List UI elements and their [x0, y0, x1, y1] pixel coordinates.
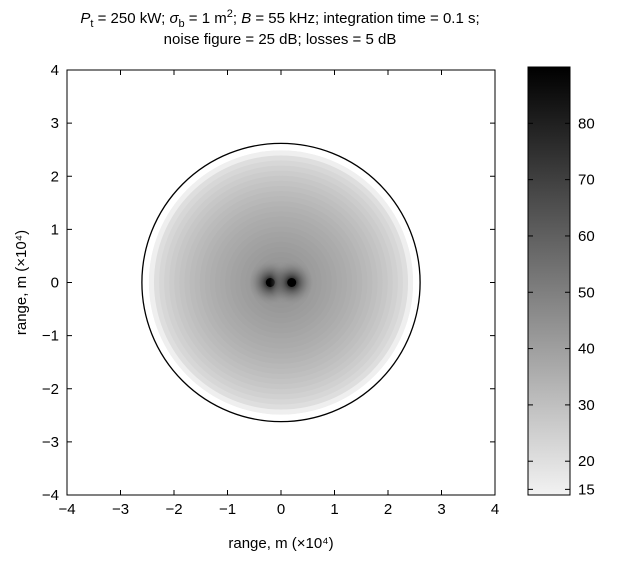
x-tick-label: −3	[112, 501, 129, 518]
colorbar-tick-label: 20	[578, 453, 595, 470]
y-tick-label: −3	[42, 434, 59, 451]
y-tick-label: 2	[51, 168, 59, 185]
colorbar: 15 20 30 40 50 60 70 80	[527, 66, 595, 498]
x-tick-label: −1	[219, 501, 236, 518]
colorbar-tick-label: 15	[578, 481, 595, 498]
x-tick-label: 0	[277, 501, 285, 518]
colorbar-tick-label: 80	[578, 115, 595, 132]
colorbar-tick-label: 60	[578, 228, 595, 245]
colorbar-tick-label: 30	[578, 397, 595, 414]
detection-boundary-circle	[141, 142, 421, 423]
colorbar-tick-label: 40	[578, 341, 595, 358]
x-tick-label: 4	[491, 501, 499, 518]
y-tick-label: 4	[51, 62, 59, 79]
y-tick-label: −2	[42, 381, 59, 398]
x-axis-label: range, m (×10⁴)	[228, 535, 333, 552]
plot-area: −4−4 −3 −3 −2 −2 −1 −1 0 0 1 1 2 2 3 3 4 4	[42, 62, 499, 518]
y-tick-label: 3	[51, 115, 59, 132]
x-tick-label: 3	[437, 501, 445, 518]
y-tick-label: −1	[42, 328, 59, 345]
y-tick-label: 0	[51, 275, 59, 292]
detection-disk	[148, 150, 414, 415]
y-tick-label: 1	[51, 221, 59, 238]
y-axis-label: range, m (×10⁴)	[13, 230, 30, 335]
y-tick-label: −4	[42, 487, 59, 504]
x-tick-label: −4	[58, 501, 75, 518]
chart-title-line-1: Pt = 250 kW; σb = 1 m2; B = 55 kHz; inte…	[80, 8, 480, 30]
x-tick-label: −2	[165, 501, 182, 518]
colorbar-scale	[527, 66, 571, 496]
colorbar-tick-label: 50	[578, 284, 595, 301]
colorbar-tick-label: 70	[578, 172, 595, 189]
x-tick-label: 1	[330, 501, 338, 518]
source-point	[287, 278, 297, 287]
chart-title-line-2: noise figure = 25 dB; losses = 5 dB	[163, 31, 397, 48]
x-tick-label: 2	[384, 501, 392, 518]
